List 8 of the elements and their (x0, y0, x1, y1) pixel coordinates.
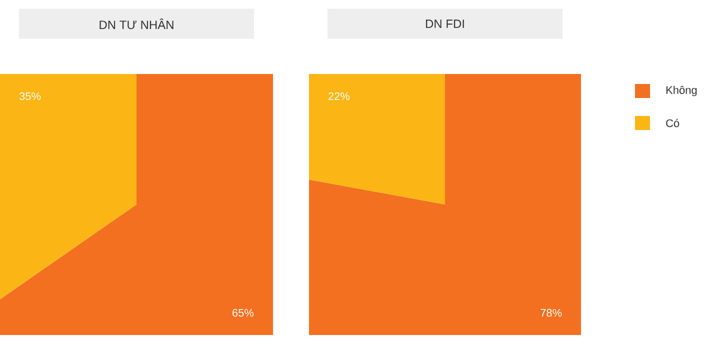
legend-label: Không (666, 86, 697, 96)
data-label: 22% (328, 92, 350, 100)
chart-title: DN FDI (426, 20, 464, 28)
chart-title: DN TƯ NHÂN (100, 18, 174, 30)
data-label: 78% (540, 308, 562, 317)
data-label: 35% (19, 92, 41, 100)
data-label: 65% (232, 308, 254, 317)
legend-label: Có (666, 118, 680, 128)
